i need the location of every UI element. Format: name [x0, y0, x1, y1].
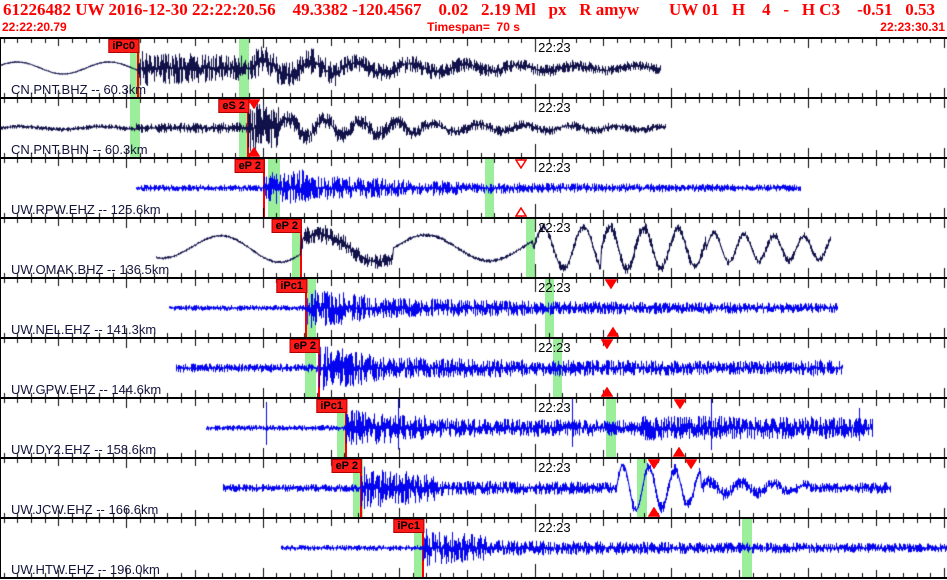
- trace-area: iPc0 22:23 CN.PNT.BHZ -- 60.3km eS 2 22:23 CN…: [0, 37, 947, 579]
- minute-mark-label: 22:23: [538, 40, 571, 55]
- waveform-canvas[interactable]: [1, 159, 947, 217]
- station-label: UW.DY2.EHZ -- 158.6km: [11, 442, 157, 457]
- trace-panel-2: eS 2 22:23 CN.PNT.BHN -- 60.3km: [1, 97, 947, 157]
- minute-mark-label: 22:23: [538, 280, 571, 295]
- station-label: UW.RPW.EHZ -- 125.6km: [11, 202, 161, 217]
- coda-marker-top-triangle[interactable]: [248, 99, 260, 109]
- station-label: CN.PNT.BHZ -- 60.3km: [11, 82, 147, 97]
- phase-pick-flag[interactable]: eP 2: [234, 159, 265, 173]
- waveform-canvas[interactable]: [1, 519, 947, 577]
- coda-marker-bottom-triangle[interactable]: [601, 387, 613, 397]
- station-label: UW.NEL.EHZ -- 141.3km: [11, 322, 157, 337]
- station-label: UW.GPW.EHZ -- 144.6km: [11, 382, 162, 397]
- phase-pick-flag[interactable]: eP 2: [289, 339, 320, 353]
- coda-marker-bottom-triangle[interactable]: [673, 447, 685, 457]
- header-bar: 61226482 UW 2016-12-30 22:22:20.56 49.33…: [0, 0, 947, 37]
- station-label: UW.HTW.EHZ -- 196.0km: [11, 562, 160, 577]
- phase-pick-flag[interactable]: eS 2: [218, 99, 249, 113]
- event-summary-line: 61226482 UW 2016-12-30 22:22:20.56 49.33…: [3, 0, 935, 19]
- trace-panel-9: iPc1 22:23 UW.HTW.EHZ -- 196.0km: [1, 517, 947, 579]
- timespan-label: Timespan= 70 s: [427, 20, 520, 34]
- station-label: CN.PNT.BHN -- 60.3km: [11, 142, 148, 157]
- coda-marker-top-triangle[interactable]: [685, 459, 697, 469]
- time-window-line: 22:22:20.79 Timespan= 70 s 22:23:30.31: [0, 20, 947, 37]
- window-end-time: 22:23:30.31: [880, 20, 945, 34]
- trace-panel-6: eP 2 22:23 UW.GPW.EHZ -- 144.6km: [1, 337, 947, 397]
- waveform-canvas[interactable]: [1, 99, 947, 157]
- minute-mark-label: 22:23: [538, 520, 571, 535]
- phase-pick-flag[interactable]: iPc0: [108, 39, 139, 53]
- waveform-canvas[interactable]: [1, 39, 947, 97]
- coda-marker-bottom-triangle[interactable]: [648, 507, 660, 517]
- minute-mark-label: 22:23: [538, 160, 571, 175]
- waveform-canvas[interactable]: [1, 279, 947, 337]
- minute-mark-label: 22:23: [538, 220, 571, 235]
- phase-pick-flag[interactable]: iPc1: [393, 519, 424, 533]
- trace-panel-5: iPc1 22:23 UW.NEL.EHZ -- 141.3km: [1, 277, 947, 337]
- coda-marker-bottom-triangle[interactable]: [607, 327, 619, 337]
- trace-panel-8: eP 2 22:23 UW.JCW.EHZ -- 166.6km: [1, 457, 947, 517]
- phase-pick-flag[interactable]: iPc1: [316, 399, 347, 413]
- window-start-time: 22:22:20.79: [2, 20, 67, 34]
- waveform-canvas[interactable]: [1, 459, 947, 517]
- trace-panel-1: iPc0 22:23 CN.PNT.BHZ -- 60.3km: [1, 37, 947, 97]
- station-label: UW.OMAK.BHZ -- 136.5km: [11, 262, 170, 277]
- minute-mark-label: 22:23: [538, 400, 571, 415]
- phase-pick-flag[interactable]: eP 2: [331, 459, 362, 473]
- waveform-canvas[interactable]: [1, 339, 947, 397]
- coda-marker-top-triangle[interactable]: [601, 339, 613, 349]
- phase-pick-flag[interactable]: iPc1: [276, 279, 307, 293]
- minute-mark-label: 22:23: [538, 460, 571, 475]
- waveform-canvas[interactable]: [1, 219, 947, 277]
- station-label: UW.JCW.EHZ -- 166.6km: [11, 502, 159, 517]
- trace-panel-4: eP 2 22:23 UW.OMAK.BHZ -- 136.5km: [1, 217, 947, 277]
- trace-panel-7: iPc1 22:23 UW.DY2.EHZ -- 158.6km: [1, 397, 947, 457]
- phase-pick-flag[interactable]: eP 2: [271, 219, 302, 233]
- coda-marker-top-triangle[interactable]: [648, 459, 660, 469]
- coda-marker-bottom-triangle[interactable]: [515, 207, 527, 217]
- coda-marker-top-triangle[interactable]: [605, 279, 617, 289]
- trace-panel-3: eP 2 22:23 UW.RPW.EHZ -- 125.6km: [1, 157, 947, 217]
- coda-marker-top-triangle[interactable]: [515, 159, 527, 169]
- waveform-canvas[interactable]: [1, 399, 947, 457]
- coda-marker-top-triangle[interactable]: [674, 399, 686, 409]
- minute-mark-label: 22:23: [538, 340, 571, 355]
- coda-marker-bottom-triangle[interactable]: [248, 147, 260, 157]
- minute-mark-label: 22:23: [538, 100, 571, 115]
